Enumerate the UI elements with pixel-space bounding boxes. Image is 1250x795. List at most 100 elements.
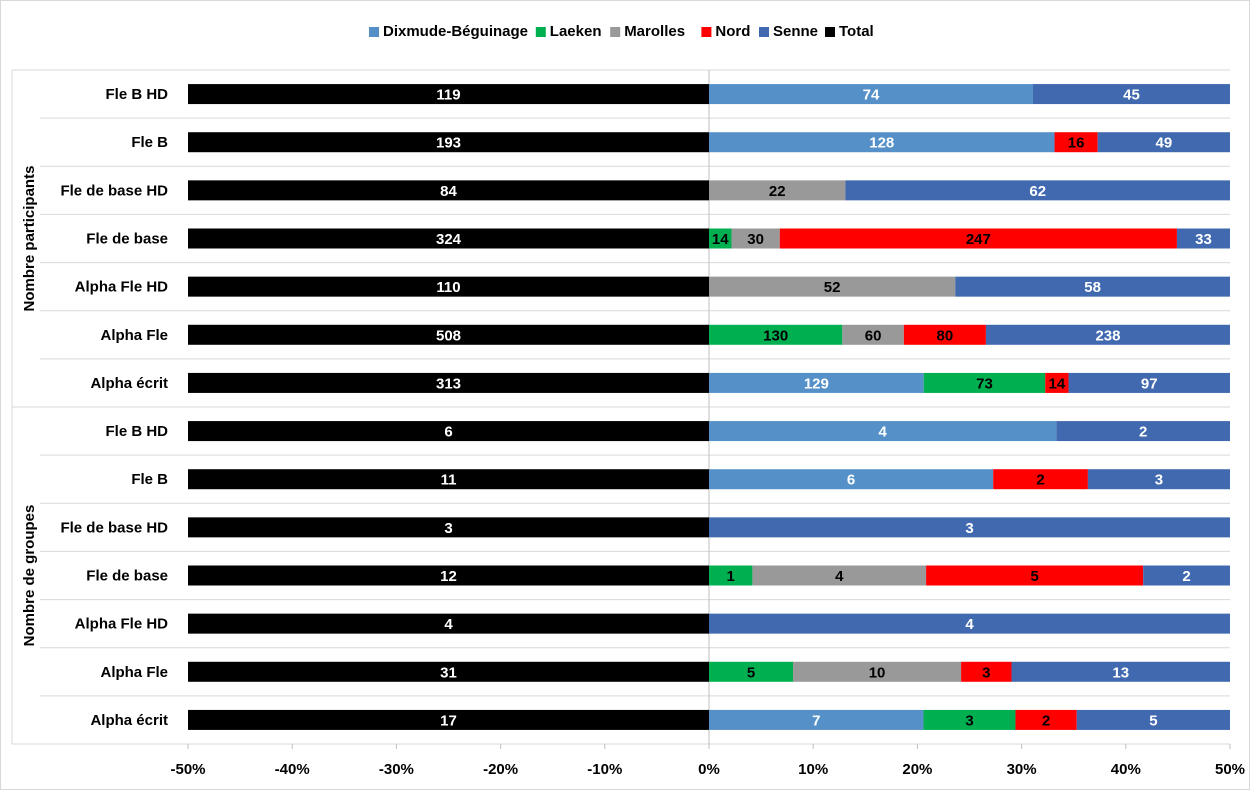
legend-label-laeken: Laeken (550, 23, 602, 40)
bar-laeken (923, 372, 1046, 393)
bar-laeken (923, 709, 1016, 730)
bar-label-total: 508 (436, 327, 461, 344)
bar-label-total: 313 (436, 375, 461, 392)
bar-label-total: 17 (440, 712, 457, 729)
bar-label-laeken: 1 (727, 568, 735, 585)
bar-label-total: 119 (436, 87, 460, 104)
x-tick-label: -40% (275, 761, 310, 778)
bar-total (188, 661, 709, 682)
bar-label-dixmude-beguinage: 129 (804, 375, 829, 392)
bar-senne (709, 517, 1230, 538)
x-tick-label: 20% (902, 761, 932, 778)
bar-label-laeken: 73 (976, 375, 993, 392)
bar-total (188, 84, 709, 105)
category-label: Fle de base (86, 568, 168, 585)
category-label: Fle B (131, 471, 168, 488)
bar-label-marolles: 4 (835, 568, 844, 585)
bar-total (188, 421, 709, 442)
category-label: Fle de base (86, 231, 168, 248)
bar-label-senne: 3 (1155, 472, 1163, 489)
bar-senne (1143, 565, 1230, 586)
bar-total (188, 709, 709, 730)
x-tick-label: 30% (1007, 761, 1037, 778)
bar-label-nord: 2 (1036, 472, 1044, 489)
legend: Dixmude-Béguinage Laeken Marolles Nord Senne… (369, 23, 874, 40)
bar-label-nord: 2 (1042, 712, 1050, 729)
category-label: Alpha écrit (90, 375, 168, 392)
bars (188, 84, 1230, 730)
bar-label-senne: 62 (1029, 183, 1046, 200)
bar-label-nord: 16 (1068, 135, 1085, 152)
bar-senne (1032, 84, 1230, 105)
bar-label-senne: 45 (1123, 87, 1140, 104)
bar-label-nord: 80 (937, 327, 954, 344)
category-label: Fle de base HD (60, 519, 168, 536)
category-label: Alpha Fle HD (75, 616, 169, 633)
x-tick-label: 40% (1111, 761, 1141, 778)
bar-senne (955, 276, 1230, 297)
bar-label-senne: 13 (1112, 664, 1129, 681)
bar-label-dixmude-beguinage: 4 (878, 424, 887, 441)
bar-label-senne: 97 (1141, 375, 1158, 392)
bar-label-dixmude-beguinage: 6 (847, 472, 855, 489)
legend-label-total: Total (839, 23, 874, 40)
category-label: Alpha Fle HD (75, 279, 169, 296)
bar-total (188, 469, 709, 490)
plot-area (11, 69, 1231, 749)
bar-senne (709, 613, 1230, 634)
legend-swatch-senne (759, 27, 769, 37)
bar-label-senne: 3 (965, 520, 973, 537)
bar-dixmude-beguinage (709, 132, 1055, 153)
bar-label-marolles: 52 (824, 279, 841, 296)
bar-total (188, 613, 709, 634)
bar-label-senne: 33 (1195, 231, 1212, 248)
bar-dixmude-beguinage (709, 84, 1033, 105)
bar-label-nord: 5 (1030, 568, 1038, 585)
bar-dixmude-beguinage (709, 469, 994, 490)
legend-swatch-dixmude-beguinage (369, 27, 379, 37)
bar-nord (779, 228, 1177, 249)
labels: -50% -40% -30% -20% -10% 0% 10% 20% 30% 40% 50% Nom… (21, 86, 1245, 778)
bar-label-laeken: 14 (712, 231, 729, 248)
bar-nord (993, 469, 1088, 490)
bar-dixmude-beguinage (709, 421, 1057, 442)
bar-label-total: 110 (436, 279, 460, 296)
bar-label-marolles: 30 (747, 231, 764, 248)
bar-nord (1054, 132, 1098, 153)
x-tick-label: -30% (379, 761, 414, 778)
legend-label-marolles: Marolles (624, 23, 685, 40)
bar-nord (1015, 709, 1077, 730)
bar-marolles (709, 276, 956, 297)
bar-label-senne: 58 (1084, 279, 1101, 296)
bar-label-senne: 2 (1182, 568, 1190, 585)
bar-total (188, 517, 709, 538)
bar-label-dixmude-beguinage: 74 (863, 87, 880, 104)
bar-total (188, 276, 709, 297)
bar-label-senne: 238 (1095, 327, 1120, 344)
bar-laeken (709, 228, 732, 249)
bar-senne (1076, 709, 1230, 730)
bar-label-total: 4 (444, 616, 453, 633)
x-tick-label: -20% (483, 761, 518, 778)
bar-label-total: 11 (441, 472, 457, 489)
bar-senne (1097, 132, 1230, 153)
bar-label-total: 324 (436, 231, 462, 248)
group-label-nombre-de-groupes: Nombre de groupes (21, 505, 38, 647)
legend-swatch-total (825, 27, 835, 37)
bar-marolles (793, 661, 962, 682)
legend-swatch-nord (701, 27, 712, 37)
legend-swatch-marolles (610, 27, 621, 37)
bar-label-senne: 5 (1149, 712, 1157, 729)
bar-marolles (709, 180, 846, 201)
bar-senne (1056, 421, 1230, 442)
x-tick-label: -10% (587, 761, 622, 778)
bar-label-nord: 3 (982, 664, 990, 681)
bar-senne (985, 324, 1230, 345)
bar-total (188, 565, 709, 586)
bar-label-laeken: 3 (965, 712, 973, 729)
bar-senne (1176, 228, 1230, 249)
bar-label-marolles: 10 (869, 664, 886, 681)
